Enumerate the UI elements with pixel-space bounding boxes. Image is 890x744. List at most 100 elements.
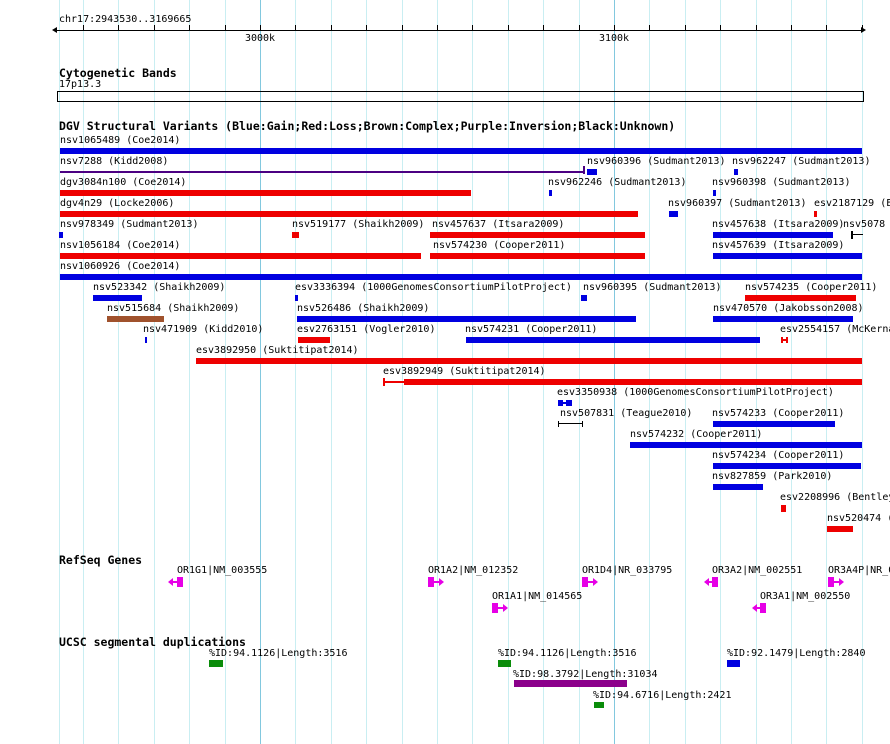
esv3892949-bar[interactable] [404,379,862,385]
esv3350938-line[interactable] [558,402,572,404]
esv3892949-tick[interactable] [383,378,385,386]
label-%id-94.1126|length-3516[interactable]: %ID:94.1126|Length:3516 [498,648,637,659]
segdup-94.1126-3516-a-bar[interactable] [209,660,223,667]
nsv515684-bar[interactable] [107,316,164,322]
nsv574232-bar[interactable] [630,442,862,448]
label-nsv962247[interactable]: nsv962247 (Sudmant2013) [732,156,871,167]
or1a2-bar[interactable] [428,577,434,587]
label-nsv457639[interactable]: nsv457639 (Itsara2009) [712,240,845,251]
esv3892949-line[interactable] [385,381,404,383]
esv2187129-bar[interactable] [814,211,817,217]
nsv960395-bar[interactable] [581,295,587,301]
or1g1-bar[interactable] [177,577,183,587]
label-%id-94.1126|length-3516[interactable]: %ID:94.1126|Length:3516 [209,648,348,659]
dgv3084n100-bar[interactable] [60,190,471,196]
label-nsv470570[interactable]: nsv470570 (Jakobsson2008) [713,303,864,314]
or1a1-arrowhead[interactable] [503,604,508,612]
label-or1a1|nm_014565[interactable]: OR1A1|NM_014565 [492,591,583,602]
label-esv2187129[interactable]: esv2187129 (E [814,198,890,209]
nsv507831-tick[interactable] [558,421,559,427]
label-esv3336394[interactable]: esv3336394 (1000GenomesConsortiumPilotPr… [295,282,572,293]
or1a1-bar[interactable] [492,603,498,613]
nsv507831-tick[interactable] [582,421,583,427]
nsv7288-tick[interactable] [583,166,585,174]
label-nsv515684[interactable]: nsv515684 (Shaikh2009) [107,303,240,314]
or3a2-arrowhead[interactable] [704,578,709,586]
label-nsv520474[interactable]: nsv520474 (C [827,513,890,524]
or1a2-line[interactable] [434,581,439,583]
nsv471909-tick[interactable] [145,337,147,343]
label-nsv574235[interactable]: nsv574235 (Cooper2011) [745,282,878,293]
nsv1060926-bar[interactable] [60,274,862,280]
label-esv3350938[interactable]: esv3350938 (1000GenomesConsortiumPilotPr… [557,387,834,398]
label-nsv962246[interactable]: nsv962246 (Sudmant2013) [548,177,687,188]
label-esv2208996[interactable]: esv2208996 (Bentley [780,492,890,503]
nsv520474-bar[interactable] [827,526,853,532]
label-nsv960395[interactable]: nsv960395 (Sudmant2013) [583,282,722,293]
esv2554157-line[interactable] [781,339,788,341]
or3a2-bar[interactable] [712,577,718,587]
label-nsv1060926[interactable]: nsv1060926 (Coe2014) [60,261,181,272]
nsv960396-bar[interactable] [587,169,597,175]
or3a1-bar[interactable] [760,603,766,613]
nsv523342-bar[interactable] [93,295,142,301]
esv3336394-bar[interactable] [295,295,298,301]
nsv526486-bar[interactable] [297,316,636,322]
nsv5078-line[interactable] [851,234,863,235]
or1d4-line[interactable] [588,581,593,583]
label-nsv457637[interactable]: nsv457637 (Itsara2009) [432,219,565,230]
label-nsv574233[interactable]: nsv574233 (Cooper2011) [712,408,845,419]
or1a2-arrowhead[interactable] [439,578,444,586]
label-nsv457638[interactable]: nsv457638 (Itsara2009) [712,219,845,230]
or1g1-arrowhead[interactable] [168,578,173,586]
label-nsv960396[interactable]: nsv960396 (Sudmant2013) [587,156,726,167]
or3a1-arrowhead[interactable] [752,604,757,612]
nsv574235-bar[interactable] [745,295,856,301]
or1a1-line[interactable] [498,607,503,609]
label-nsv574234[interactable]: nsv574234 (Cooper2011) [712,450,845,461]
nsv457637-bar[interactable] [430,232,645,238]
label-nsv574232[interactable]: nsv574232 (Cooper2011) [630,429,763,440]
nsv574230-bar[interactable] [430,253,645,259]
label-or1d4|nr_033795[interactable]: OR1D4|NR_033795 [582,565,673,576]
label-nsv978349[interactable]: nsv978349 (Sudmant2013) [60,219,199,230]
or1d4-arrowhead[interactable] [593,578,598,586]
label-or1a2|nm_012352[interactable]: OR1A2|NM_012352 [428,565,519,576]
nsv574233-bar[interactable] [713,421,835,427]
label-nsv471909[interactable]: nsv471909 (Kidd2010) [143,324,264,335]
or3a4p-arrowhead[interactable] [839,578,844,586]
esv3892950-bar[interactable] [196,358,862,364]
label-esv2554157[interactable]: esv2554157 (McKerna [780,324,890,335]
nsv519177-bar[interactable] [292,232,299,238]
label-%id-98.3792|length-31034[interactable]: %ID:98.3792|Length:31034 [513,669,658,680]
label-dgv4n29[interactable]: dgv4n29 (Locke2006) [60,198,175,209]
label-or3a2|nm_002551[interactable]: OR3A2|NM_002551 [712,565,803,576]
label-nsv519177[interactable]: nsv519177 (Shaikh2009) [292,219,425,230]
nsv574231-bar[interactable] [466,337,760,343]
label-dgv3084n100[interactable]: dgv3084n100 (Coe2014) [60,177,187,188]
label-nsv574230[interactable]: nsv574230 (Cooper2011) [433,240,566,251]
nsv1056184-bar[interactable] [60,253,421,259]
segdup-94.1126-3516-b-bar[interactable] [498,660,511,667]
nsv574234-bar[interactable] [713,463,861,469]
nsv7288-line[interactable] [60,171,584,173]
or3a2-line[interactable] [708,581,713,583]
nsv827859-bar[interactable] [713,484,763,490]
nsv507831-line[interactable] [558,423,583,424]
or3a1-line[interactable] [756,607,761,609]
label-nsv960397[interactable]: nsv960397 (Sudmant2013) [668,198,807,209]
label-or1g1|nm_003555[interactable]: OR1G1|NM_003555 [177,565,268,576]
label-nsv507831[interactable]: nsv507831 (Teague2010) [560,408,693,419]
label-nsv827859[interactable]: nsv827859 (Park2010) [712,471,833,482]
or1g1-line[interactable] [172,581,178,583]
label-nsv574231[interactable]: nsv574231 (Cooper2011) [465,324,598,335]
nsv962246-bar[interactable] [549,190,552,196]
label-nsv1065489[interactable]: nsv1065489 (Coe2014) [60,135,181,146]
nsv5078-tick[interactable] [851,231,853,239]
nsv960398-bar[interactable] [713,190,716,196]
segdup-92.1479-2840-bar[interactable] [727,660,740,667]
label-or3a4p|nr_0[interactable]: OR3A4P|NR_0 [828,565,890,576]
nsv457639-bar[interactable] [713,253,862,259]
segdup-94.6716-2421-bar[interactable] [594,702,604,708]
esv2208996-bar[interactable] [781,505,786,512]
